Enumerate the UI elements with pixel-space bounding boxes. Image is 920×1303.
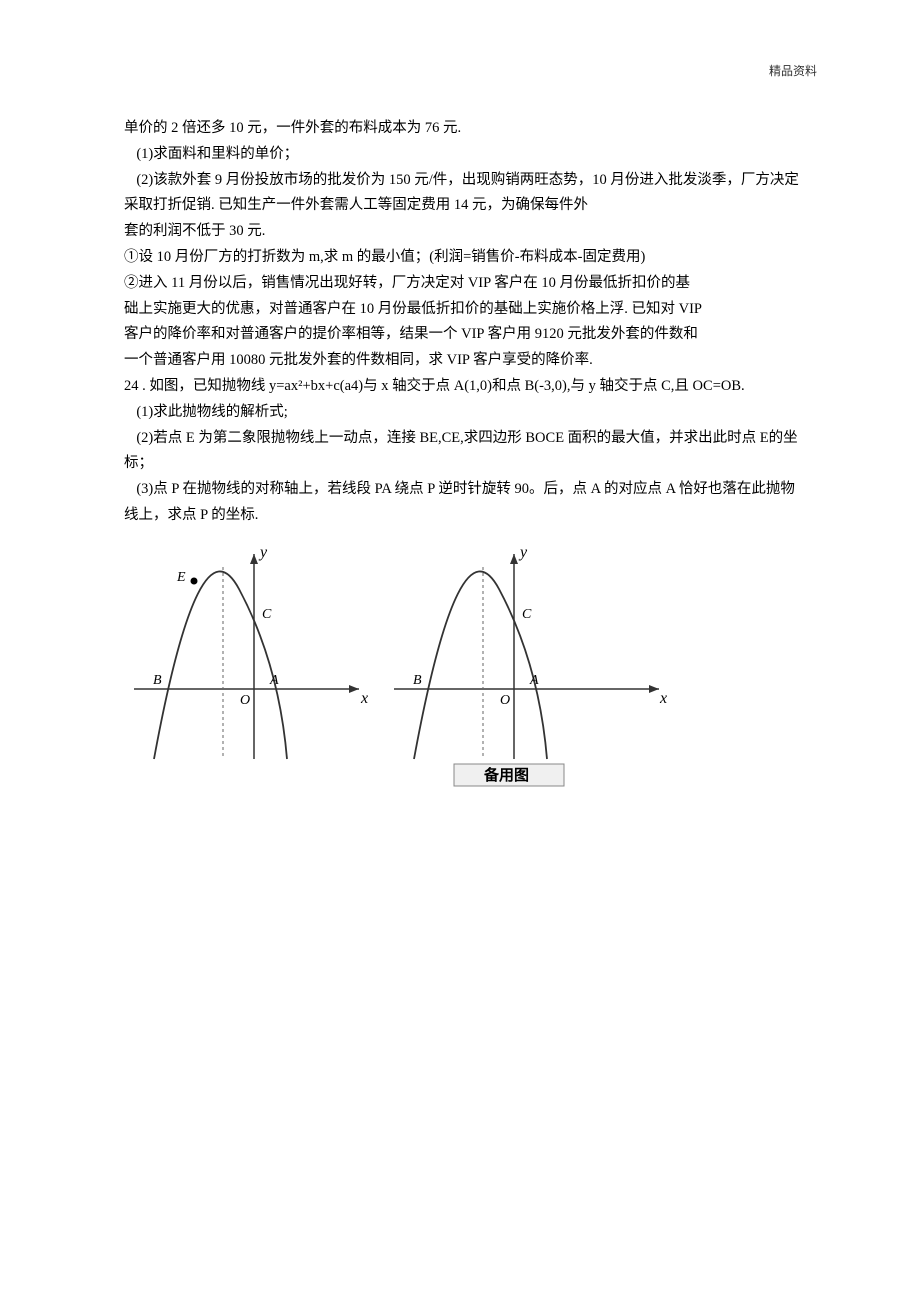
point-e-label: E — [176, 570, 186, 585]
paragraph-3: (2)该款外套 9 月份投放市场的批发价为 150 元/件，出现购销两旺态势，1… — [124, 168, 804, 220]
paragraph-9: 一个普通客户用 10080 元批发外套的件数相同，求 VIP 客户享受的降价率. — [124, 348, 804, 374]
paragraph-5: ①设 10 月份厂方的打折数为 m,求 m 的最小值；(利润=销售价-布料成本-… — [124, 245, 804, 271]
paragraph-7: 础上实施更大的优惠，对普通客户在 10 月份最低折扣价的基础上实施价格上浮. 已… — [124, 297, 804, 323]
y-axis-label-r: y — [518, 544, 528, 561]
paragraph-13: (3)点 P 在抛物线的对称轴上，若线段 PA 绕点 P 逆时针旋转 90。后，… — [124, 477, 804, 529]
point-b-label-r: B — [413, 673, 422, 688]
paragraph-10: 24 . 如图，已知抛物线 y=ax²+bx+c(a4)与 x 轴交于点 A(1… — [124, 374, 804, 400]
x-axis-label-r: x — [659, 690, 667, 707]
figure-left: y x O A B C E — [124, 539, 384, 789]
paragraph-6: ②进入 11 月份以后，销售情况出现好转，厂方决定对 VIP 客户在 10 月份… — [124, 271, 804, 297]
paragraph-11: (1)求此抛物线的解析式; — [124, 400, 804, 426]
paragraph-4: 套的利润不低于 30 元. — [124, 219, 804, 245]
point-c-label: C — [262, 607, 272, 622]
point-a-label-r: A — [529, 673, 539, 688]
origin-label-r: O — [500, 693, 510, 708]
figure-container: y x O A B C E y x O A B C — [124, 539, 804, 789]
figure-right: y x O A B C 备用图 — [384, 539, 674, 789]
point-b-label: B — [153, 673, 162, 688]
paragraph-2: (1)求面料和里料的单价； — [124, 142, 804, 168]
origin-label: O — [240, 693, 250, 708]
paragraph-12: (2)若点 E 为第二象限抛物线上一动点，连接 BE,CE,求四边形 BOCE … — [124, 426, 804, 478]
point-a-label: A — [269, 673, 279, 688]
y-axis-label: y — [258, 544, 268, 561]
document-content: 单价的 2 倍还多 10 元，一件外套的布料成本为 76 元. (1)求面料和里… — [124, 116, 804, 789]
paragraph-1: 单价的 2 倍还多 10 元，一件外套的布料成本为 76 元. — [124, 116, 804, 142]
point-c-label-r: C — [522, 607, 532, 622]
figure-caption: 备用图 — [483, 766, 529, 784]
header-label: 精品资料 — [769, 62, 817, 79]
x-axis-label: x — [360, 690, 368, 707]
paragraph-8: 客户的降价率和对普通客户的提价率相等，结果一个 VIP 客户用 9120 元批发… — [124, 322, 804, 348]
